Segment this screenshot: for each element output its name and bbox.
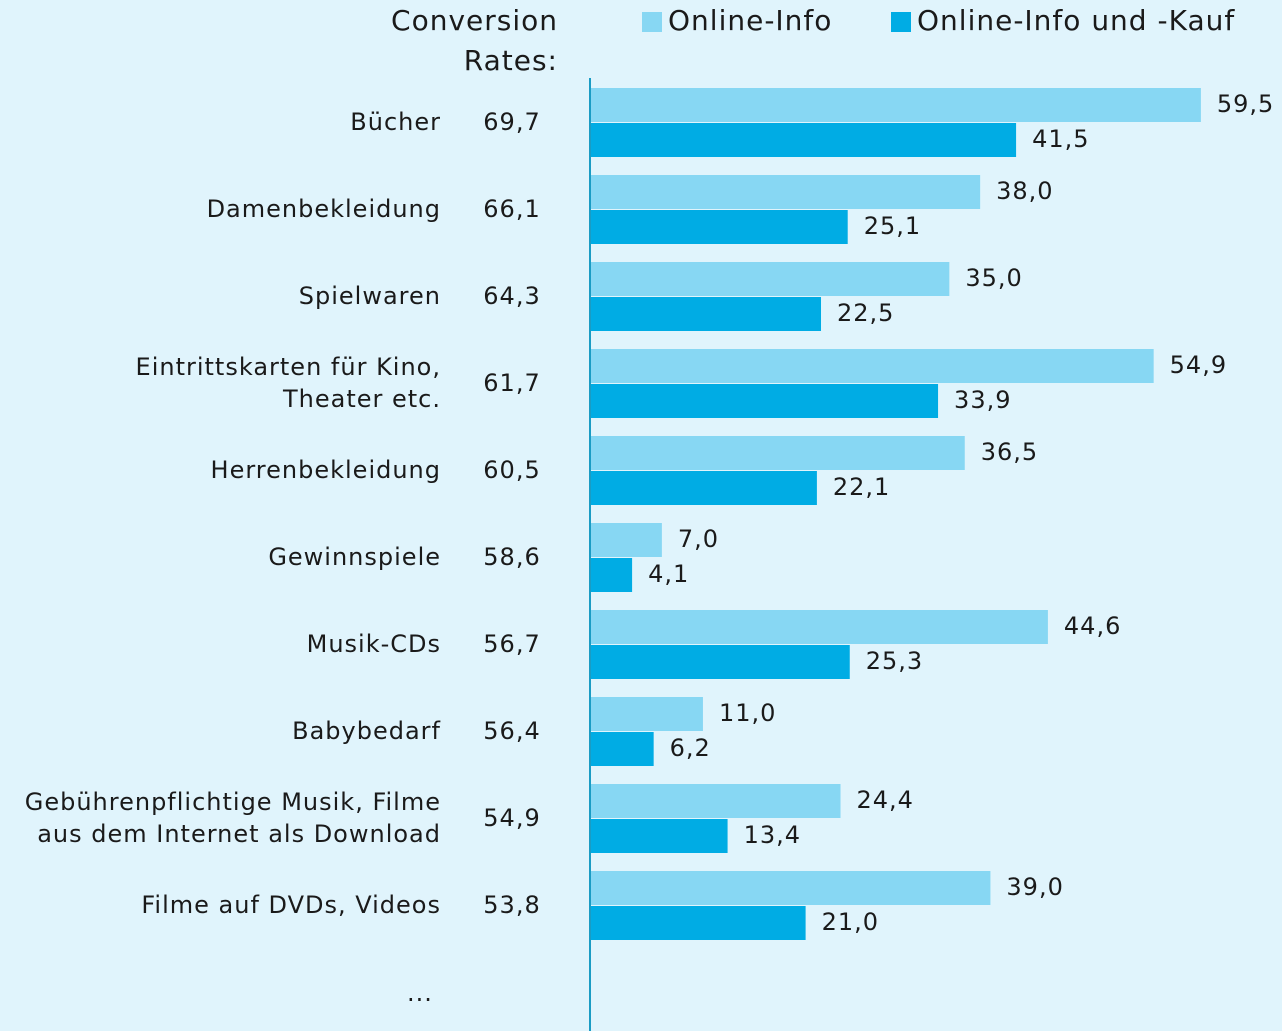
bar [590, 88, 1201, 122]
bar [590, 384, 939, 418]
value-label: 21,0 [822, 908, 879, 936]
bar [590, 906, 806, 940]
bar [590, 819, 728, 853]
category-label: Gewinnspiele [268, 543, 441, 571]
category-label: Gebührenpflichtige Musik, Filme [25, 788, 441, 816]
category-label: Theater etc. [282, 385, 441, 413]
conversion-header: Conversion [391, 4, 558, 37]
conversion-rate: 64,3 [483, 282, 540, 310]
category-label: Musik-CDs [307, 630, 441, 658]
value-label: 13,4 [744, 821, 801, 849]
bar [590, 784, 841, 818]
value-label: 7,0 [678, 525, 719, 553]
value-label: 44,6 [1064, 612, 1121, 640]
value-label: 22,5 [837, 299, 894, 327]
bar [590, 558, 633, 592]
value-label: 24,4 [857, 786, 914, 814]
legend-label: Online-Info und -Kauf [917, 4, 1235, 37]
bar [590, 732, 654, 766]
value-label: 35,0 [965, 264, 1022, 292]
bar [590, 436, 965, 470]
value-label: 36,5 [981, 438, 1038, 466]
category-label: Eintrittskarten für Kino, [136, 353, 441, 381]
bar [590, 645, 850, 679]
conversion-rate: 58,6 [483, 543, 540, 571]
category-label: Herrenbekleidung [211, 456, 441, 484]
legend-label: Online-Info [668, 4, 832, 37]
conversion-header: Rates: [464, 44, 558, 77]
value-label: 6,2 [670, 734, 711, 762]
value-label: 38,0 [996, 177, 1053, 205]
conversion-rate: 54,9 [483, 804, 540, 832]
value-label: 4,1 [648, 560, 689, 588]
footnote: ... [407, 979, 433, 1007]
bar [590, 610, 1048, 644]
bar [590, 297, 822, 331]
value-label: 22,1 [833, 473, 890, 501]
bar [590, 523, 662, 557]
conversion-rate: 61,7 [483, 369, 540, 397]
conversion-rate: 56,4 [483, 717, 540, 745]
bar [590, 697, 703, 731]
conversion-rate: 56,7 [483, 630, 540, 658]
category-label: Babybedarf [292, 717, 441, 745]
value-label: 25,1 [864, 212, 921, 240]
value-label: 59,5 [1217, 90, 1274, 118]
value-label: 41,5 [1032, 125, 1089, 153]
conversion-rate: 66,1 [483, 195, 540, 223]
value-label: 33,9 [954, 386, 1011, 414]
category-label: Damenbekleidung [207, 195, 441, 223]
bar [590, 471, 817, 505]
category-label: Spielwaren [299, 282, 441, 310]
legend-swatch [642, 12, 662, 32]
value-label: 11,0 [719, 699, 776, 727]
bar [590, 123, 1017, 157]
bar [590, 871, 991, 905]
legend-swatch [891, 12, 911, 32]
category-label: aus dem Internet als Download [37, 820, 441, 848]
bar [590, 262, 950, 296]
category-label: Filme auf DVDs, Videos [141, 891, 441, 919]
conversion-rate: 53,8 [483, 891, 540, 919]
conversion-rate: 60,5 [483, 456, 540, 484]
category-label: Bücher [350, 108, 441, 136]
conversion-rate: 69,7 [483, 108, 540, 136]
bar [590, 210, 848, 244]
bar [590, 175, 981, 209]
value-label: 54,9 [1170, 351, 1227, 379]
bar [590, 349, 1154, 383]
value-label: 39,0 [1006, 873, 1063, 901]
value-label: 25,3 [866, 647, 923, 675]
